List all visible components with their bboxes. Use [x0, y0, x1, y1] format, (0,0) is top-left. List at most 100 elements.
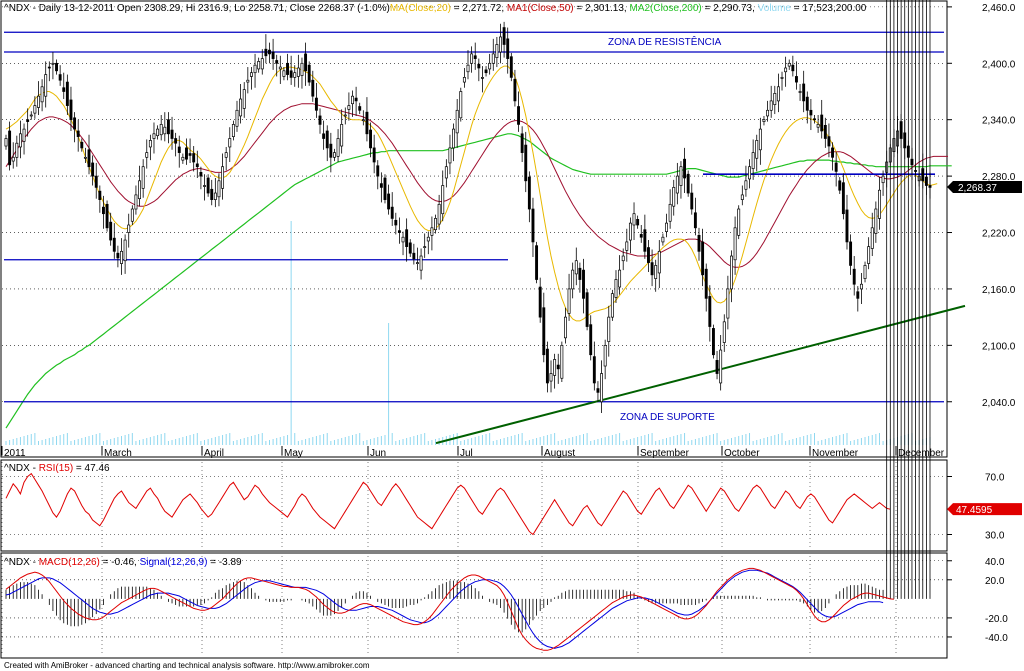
candle-body — [495, 44, 499, 58]
volume-bars — [5, 221, 931, 445]
candle-body — [802, 83, 806, 102]
candle-body — [683, 158, 687, 179]
candle-body — [134, 194, 138, 210]
candle-body — [29, 114, 33, 117]
candle-body — [340, 124, 344, 147]
candle-body — [91, 162, 95, 177]
candle-body — [44, 74, 48, 97]
candle-body — [181, 156, 185, 161]
candle-body — [354, 97, 358, 102]
candle-body — [221, 166, 225, 189]
candle-body — [643, 229, 647, 252]
candle-body — [784, 67, 788, 73]
ma200-line — [5, 133, 952, 429]
candle-body — [766, 109, 770, 117]
candle-body — [589, 324, 593, 356]
candle-body — [152, 133, 156, 139]
candle-body — [773, 93, 777, 106]
date-x-axis: 2011 March April May Jun Jul August September Oc… — [1, 446, 945, 459]
candle-body — [304, 53, 308, 72]
candle-body — [138, 180, 141, 200]
candle-body — [412, 252, 416, 260]
candle-body — [574, 260, 578, 275]
signal-value: = -3.89 — [207, 557, 242, 568]
candle-body — [65, 81, 69, 106]
signal-name: Signal(12,26,9) — [140, 557, 208, 568]
last-close-marker — [947, 181, 1022, 194]
ma20-value: = 2,271.72, — [451, 3, 507, 14]
candle-body — [838, 180, 842, 191]
candle-body — [369, 129, 372, 149]
candle-body — [361, 119, 365, 122]
candle-body — [859, 283, 863, 290]
rsi-axis-label: 30.0 — [985, 531, 1005, 542]
candle-body — [488, 62, 492, 70]
price-axis-label: 2,040.0 — [982, 398, 1016, 409]
candle-body — [452, 128, 456, 149]
candle-body — [578, 267, 582, 280]
candle-body — [159, 124, 163, 136]
macd-grid — [1, 556, 946, 656]
candle-body — [787, 62, 791, 67]
candle-body — [397, 230, 401, 233]
candle-body — [15, 142, 19, 158]
candle-body — [715, 360, 719, 374]
x-axis-label: May — [284, 448, 303, 459]
candle-body — [484, 69, 488, 74]
ma50-label: MA1(Close,50) — [507, 3, 574, 14]
candle-body — [253, 64, 257, 74]
candle-body — [333, 152, 336, 158]
candle-body — [434, 218, 437, 231]
candle-body — [679, 166, 683, 186]
candle-body — [268, 49, 271, 55]
candle-body — [614, 279, 618, 298]
candle-body — [307, 64, 311, 83]
macd-axis-label: -40.0 — [985, 633, 1008, 644]
candle-body — [448, 147, 452, 164]
candle-body — [874, 208, 878, 234]
candle-body — [870, 227, 874, 249]
candle-body — [647, 247, 650, 263]
candle-body — [863, 265, 867, 279]
candle-body — [520, 133, 524, 153]
last-close-label: 2,268.37 — [958, 183, 997, 194]
candle-body — [560, 344, 564, 379]
candle-body — [426, 236, 430, 242]
candle-body — [538, 286, 542, 318]
candle-body — [347, 105, 351, 110]
candle-body — [246, 79, 250, 83]
candle-body — [51, 62, 55, 65]
price-y-axis: 2,460.0 2,400.0 2,340.0 2,280.0 2,220.0 2,160… — [947, 3, 1022, 409]
candle-body — [379, 183, 383, 188]
x-axis-label: November — [812, 448, 859, 459]
candle-body — [665, 222, 668, 232]
macd-value: = -0.46, — [100, 557, 140, 568]
candle-body — [329, 143, 333, 158]
candle-body — [805, 96, 809, 111]
candle-body — [780, 77, 784, 79]
candle-body — [289, 70, 293, 78]
candle-body — [318, 115, 322, 125]
candle-body — [798, 91, 802, 93]
candle-body — [820, 114, 824, 132]
rsi-last-label: 47.4595 — [956, 505, 993, 516]
candle-body — [582, 269, 585, 299]
candle-body — [120, 250, 123, 264]
candle-body — [351, 95, 354, 105]
candle-body — [264, 48, 268, 57]
candle-body — [697, 234, 701, 252]
candle-body — [502, 27, 506, 45]
candle-body — [878, 189, 881, 219]
price-levels — [4, 31, 966, 445]
candle-body — [607, 316, 611, 342]
candle-body — [444, 166, 448, 179]
rsi-grid — [1, 462, 946, 549]
candle-body — [170, 129, 174, 139]
price-header-ticker: ^NDX - Daily 13-12-2011 Open 2308.29, Hi… — [4, 3, 390, 14]
candle-body — [47, 66, 51, 69]
signal-last-label: -3.89032 — [955, 0, 995, 3]
price-axis-label: 2,100.0 — [982, 341, 1016, 352]
x-axis-label: September — [640, 448, 690, 459]
candle-body — [18, 133, 22, 148]
macd-lines — [5, 567, 894, 651]
